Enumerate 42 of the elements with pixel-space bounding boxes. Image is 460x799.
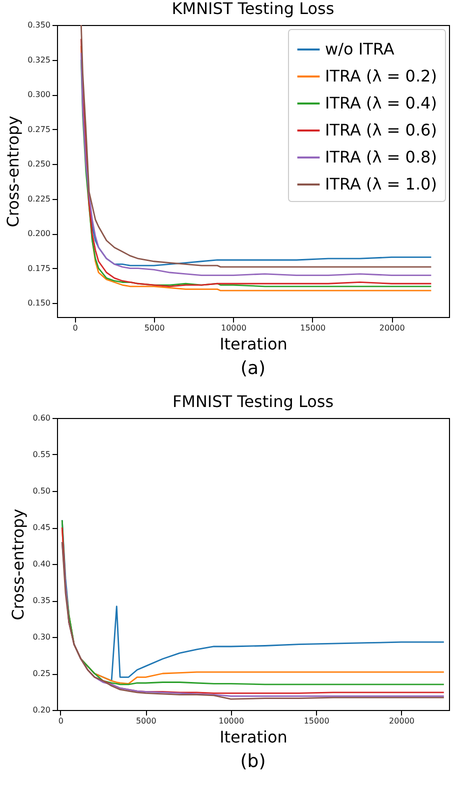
chart-title: FMNIST Testing Loss bbox=[172, 392, 334, 411]
x-tick-label: 10000 bbox=[220, 324, 246, 332]
y-tick-label: 0.275 bbox=[28, 124, 50, 134]
x-axis-title: Iteration bbox=[220, 728, 288, 746]
y-tick-label: 0.250 bbox=[28, 160, 50, 169]
text: (b) bbox=[240, 751, 266, 772]
y-tick-label: 0.40 bbox=[32, 560, 50, 568]
y-tick-label: 0.150 bbox=[28, 298, 50, 308]
x-tick-label: 15000 bbox=[304, 716, 330, 726]
x-tick-label: 0 bbox=[58, 716, 64, 726]
y-tick-label: 0.45 bbox=[32, 523, 50, 532]
y-tick-label: 0.20 bbox=[32, 706, 50, 714]
legend-label: ITRA (λ = 0.4) bbox=[325, 94, 437, 112]
y-tick-label: 0.175 bbox=[28, 264, 50, 273]
y-tick-label: 0.350 bbox=[28, 20, 50, 30]
legend-label: ITRA (λ = 0.8) bbox=[325, 148, 437, 166]
y-tick-label: 0.35 bbox=[32, 596, 50, 605]
y-tick-label: 0.25 bbox=[32, 669, 50, 678]
y-tick-label: 0.225 bbox=[28, 194, 50, 204]
y-axis-title: Cross-entropy bbox=[4, 116, 23, 228]
y-tick-label: 0.300 bbox=[28, 90, 50, 100]
y-tick-label: 0.50 bbox=[32, 486, 50, 496]
y-tick-label: 0.30 bbox=[32, 632, 50, 642]
x-tick-label: 10000 bbox=[218, 716, 244, 726]
chart-title: KMNIST Testing Loss bbox=[172, 0, 334, 18]
y-tick-label: 0.55 bbox=[32, 450, 50, 459]
legend-label: ITRA (λ = 1.0) bbox=[325, 174, 437, 194]
legend-label: ITRA (λ = 0.6) bbox=[325, 120, 437, 140]
x-tick-label: 0 bbox=[72, 324, 78, 332]
x-tick-label: 15000 bbox=[300, 324, 326, 332]
legend-label: w/o ITRA bbox=[325, 40, 394, 58]
x-tick-label: 5000 bbox=[136, 716, 156, 726]
x-tick-label: 5000 bbox=[144, 324, 165, 332]
x-tick-label: 20000 bbox=[389, 716, 415, 726]
y-tick-label: 0.60 bbox=[32, 414, 50, 422]
legend-label: ITRA (λ = 0.2) bbox=[325, 66, 437, 86]
y-tick-label: 0.200 bbox=[28, 229, 50, 238]
x-tick-label: 20000 bbox=[379, 324, 405, 332]
y-tick-label: 0.325 bbox=[28, 55, 50, 64]
x-axis-title: Iteration bbox=[220, 334, 288, 354]
text: (a) bbox=[240, 358, 266, 379]
y-axis-title: Cross-entropy bbox=[8, 508, 28, 620]
